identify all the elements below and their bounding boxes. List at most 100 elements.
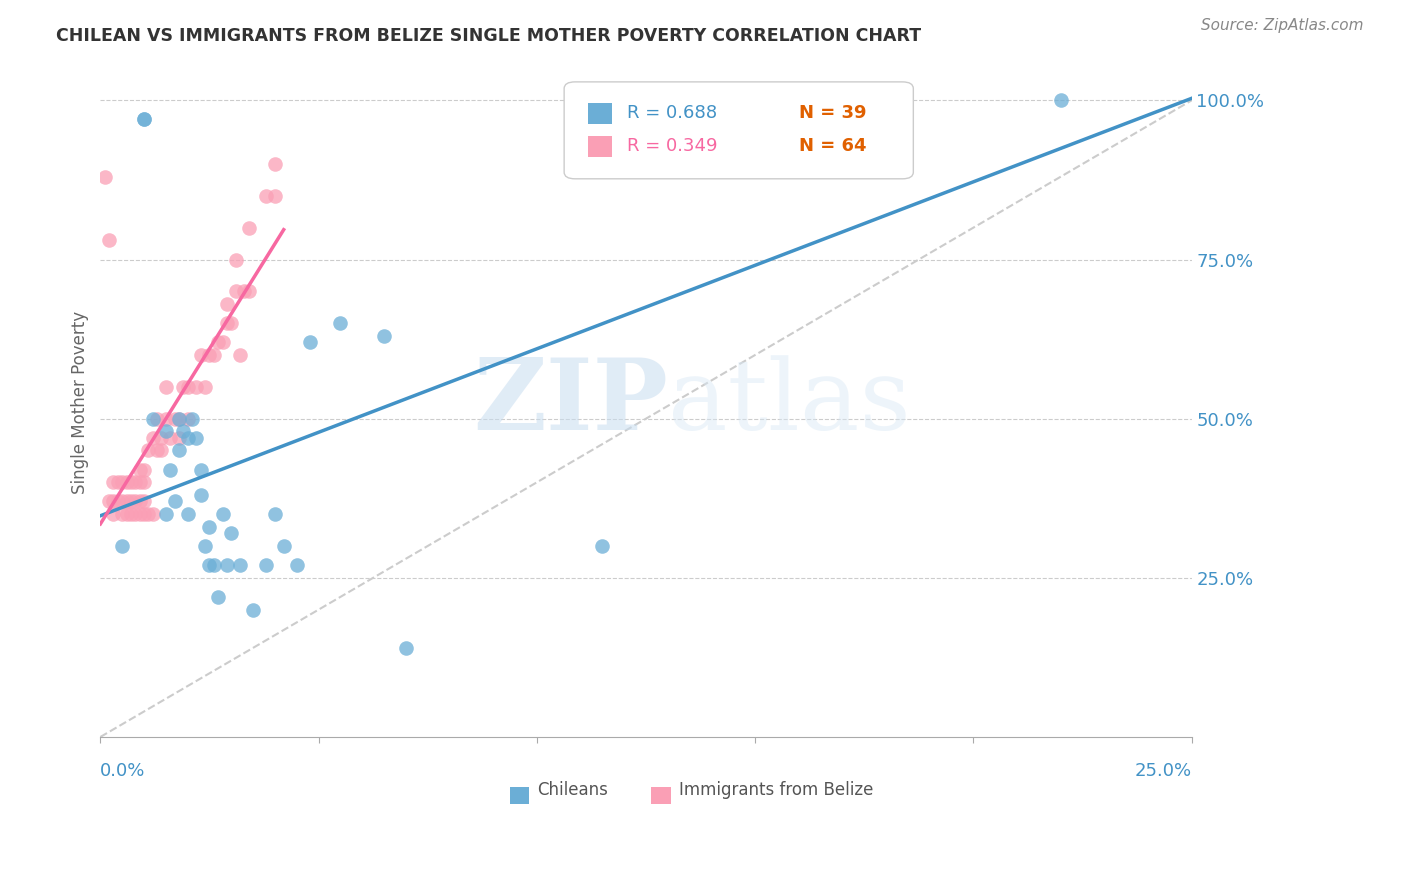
Point [238,220,260,235]
Point [128,475,150,490]
Point [103,475,125,490]
Point [211,507,233,521]
Point [107,494,129,508]
Point [198,348,221,362]
Point [229,558,252,572]
Point [132,112,155,127]
Point [98,494,121,508]
Point [194,539,217,553]
Point [198,558,221,572]
Point [242,602,264,616]
Point [221,526,243,541]
Point [103,494,125,508]
Point [146,411,169,425]
Point [202,348,225,362]
Point [107,475,129,490]
Point [373,329,395,343]
Point [211,335,233,350]
Point [225,285,247,299]
Point [159,462,181,476]
Point [111,475,134,490]
Point [176,380,198,394]
Point [132,112,155,127]
FancyBboxPatch shape [588,136,612,157]
Point [186,431,208,445]
Point [591,539,613,553]
Point [93,169,115,184]
Point [167,411,190,425]
Point [124,494,146,508]
Text: Immigrants from Belize: Immigrants from Belize [679,781,873,799]
Point [225,252,247,267]
Point [176,431,198,445]
Point [132,507,155,521]
Point [115,494,138,508]
Point [700,112,723,127]
Point [181,411,204,425]
Point [120,494,142,508]
Point [124,475,146,490]
Point [190,462,212,476]
Point [172,425,194,439]
Point [198,520,221,534]
Point [159,431,181,445]
Point [264,507,287,521]
Point [132,494,155,508]
Text: R = 0.688: R = 0.688 [627,103,717,121]
Point [155,411,177,425]
Text: N = 64: N = 64 [799,137,866,155]
Point [273,539,295,553]
Point [115,507,138,521]
Y-axis label: Single Mother Poverty: Single Mother Poverty [72,311,89,494]
FancyBboxPatch shape [509,787,529,804]
Point [194,380,217,394]
Point [150,431,173,445]
Point [111,539,134,553]
Text: Chileans: Chileans [537,781,607,799]
Point [120,507,142,521]
Point [298,335,321,350]
Point [186,380,208,394]
Point [167,431,190,445]
Point [167,411,190,425]
Point [155,507,177,521]
Text: ZIP: ZIP [472,354,668,451]
Point [395,640,418,655]
Point [190,488,212,502]
Point [613,112,636,127]
Point [115,475,138,490]
Point [238,285,260,299]
Text: 0.0%: 0.0% [100,762,146,780]
Point [128,507,150,521]
Point [120,475,142,490]
Text: 25.0%: 25.0% [1135,762,1192,780]
Point [172,380,194,394]
Point [167,443,190,458]
Point [138,507,160,521]
Point [254,189,277,203]
Text: R = 0.349: R = 0.349 [627,137,718,155]
FancyBboxPatch shape [564,82,914,178]
Point [176,411,198,425]
Point [146,443,169,458]
Point [207,335,229,350]
Point [142,507,165,521]
Point [132,462,155,476]
Point [155,425,177,439]
Point [111,494,134,508]
Point [128,462,150,476]
Point [329,316,352,330]
Point [142,411,165,425]
Text: Source: ZipAtlas.com: Source: ZipAtlas.com [1201,18,1364,33]
Point [163,494,186,508]
Point [221,316,243,330]
Point [215,316,238,330]
Point [229,348,252,362]
Point [176,507,198,521]
Point [254,558,277,572]
Point [207,590,229,604]
Point [155,380,177,394]
Point [264,189,287,203]
Point [215,558,238,572]
FancyBboxPatch shape [588,103,612,124]
